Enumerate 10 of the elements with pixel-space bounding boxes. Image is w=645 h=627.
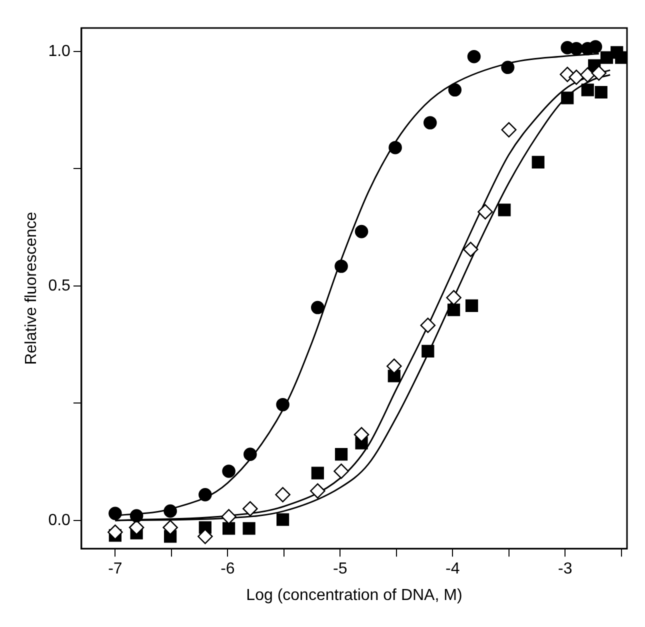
y-tick-label: 0.0 (48, 512, 71, 529)
y-axis-title: Relative fluorescence (23, 212, 40, 365)
x-axis-title: Log (concentration of DNA, M) (246, 586, 462, 604)
x-tick-label: -6 (220, 560, 235, 578)
x-tick-label: -4 (446, 560, 460, 578)
x-tick-label: -3 (558, 560, 572, 578)
x-tick-label: -7 (108, 560, 122, 578)
y-tick-label: 0.5 (48, 277, 71, 294)
x-tick-label: -5 (333, 560, 348, 578)
y-tick-label: 1.0 (48, 42, 71, 60)
